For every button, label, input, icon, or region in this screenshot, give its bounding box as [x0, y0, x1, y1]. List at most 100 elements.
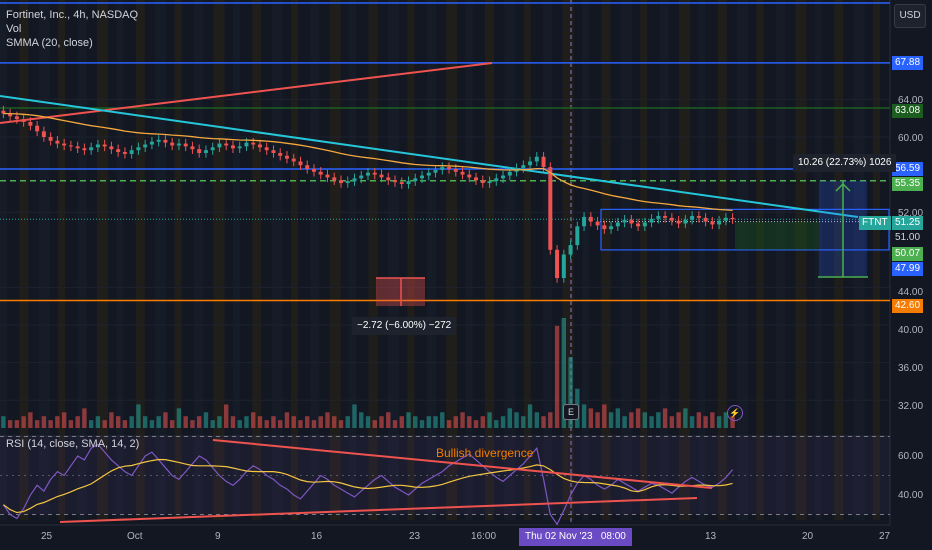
level-tag: 50.07	[892, 247, 924, 261]
volume-bar	[710, 412, 715, 428]
candle-body	[460, 171, 465, 175]
volume-bar	[149, 420, 155, 428]
candle-body	[224, 143, 229, 146]
candle-body	[176, 143, 181, 146]
level-tag: 55.35	[892, 177, 924, 191]
level-tag: 63.08	[892, 104, 924, 118]
candle-body	[406, 181, 411, 184]
volume-bar	[122, 420, 128, 428]
session-bands	[19, 0, 880, 520]
session-band	[97, 0, 108, 520]
candle-body	[379, 174, 384, 178]
volume-bar	[440, 412, 445, 428]
session-band	[698, 0, 706, 520]
candle-body	[521, 165, 526, 169]
currency-button[interactable]: USD	[894, 4, 926, 28]
volume-bar	[142, 416, 148, 428]
volume-bar	[487, 412, 492, 428]
session-band	[717, 0, 727, 520]
candle-body	[507, 171, 512, 176]
volume-bar	[703, 416, 708, 428]
volume-bar	[615, 408, 621, 428]
session-band	[174, 0, 182, 520]
target-zone	[735, 221, 819, 250]
volume-bar	[305, 416, 310, 428]
earnings-icon[interactable]: E	[563, 404, 579, 420]
grid	[0, 0, 891, 526]
volume-bar	[392, 420, 398, 428]
candle-body	[48, 137, 53, 141]
divergence-upper	[212, 439, 713, 489]
candle-body	[676, 220, 681, 224]
volume-bar	[595, 412, 600, 428]
volume-bar	[494, 420, 499, 428]
volume-bar	[683, 408, 688, 428]
volume-bar	[95, 416, 101, 428]
session-band	[814, 0, 822, 520]
volume-bar	[41, 416, 47, 428]
rsi-ma-line	[3, 458, 733, 514]
candle-body	[170, 142, 175, 146]
candle-body	[690, 215, 695, 220]
volume-bar	[264, 420, 269, 428]
volume-bar	[460, 412, 465, 428]
time-tick: Oct	[127, 531, 143, 542]
candle-body	[656, 215, 661, 219]
session-band	[873, 0, 880, 520]
candle-body	[14, 116, 19, 120]
volume-bar	[473, 420, 479, 428]
volume-bar	[196, 416, 202, 428]
volume-bar	[190, 420, 195, 428]
session-band	[446, 0, 458, 520]
candle-body	[156, 139, 161, 142]
candle-body	[703, 217, 708, 222]
price-tick: 44.00	[898, 287, 924, 298]
measure-down-label[interactable]: −2.72 (−6.00%) −272	[352, 317, 457, 335]
smma-legend[interactable]: SMMA (20, close)	[6, 37, 93, 49]
candle-body	[55, 140, 60, 144]
last-price-tag: 51.25	[892, 216, 924, 230]
volume-bar	[730, 416, 735, 428]
level-tag: 56.59	[892, 162, 924, 176]
volume-bar	[716, 416, 722, 428]
rsi-legend[interactable]: RSI (14, close, SMA, 14, 2)	[6, 438, 140, 450]
volume-bar	[386, 412, 391, 428]
rsi-pane	[0, 436, 890, 526]
session-band	[659, 0, 669, 520]
volume-bar	[7, 420, 13, 428]
drawing-lines[interactable]	[0, 2, 890, 306]
candle-body	[230, 145, 235, 149]
session-band	[388, 0, 399, 520]
candle-body	[663, 215, 668, 218]
candle-body	[440, 167, 445, 170]
volume-bar	[365, 416, 371, 428]
candle-body	[122, 152, 127, 154]
rsi-tick: 40.00	[898, 490, 924, 501]
volume-bar	[21, 416, 26, 428]
volume-bar	[237, 420, 242, 428]
volume-bar	[419, 420, 425, 428]
volume-bar	[230, 416, 236, 428]
session-band	[213, 0, 225, 520]
volume-bar	[467, 416, 472, 428]
time-tick: 20	[802, 531, 814, 542]
price-tick: 64.00	[898, 95, 924, 106]
candle-body	[582, 216, 587, 227]
volume-bar	[345, 416, 350, 428]
symbol-title[interactable]: Fortinet, Inc., 4h, NASDAQ	[6, 9, 139, 21]
candle-body	[696, 215, 701, 218]
session-band	[77, 0, 87, 520]
candle-body	[291, 158, 296, 162]
candle-body	[359, 175, 364, 179]
volume-bar	[203, 412, 209, 428]
session-band	[853, 0, 865, 520]
session-band	[562, 0, 574, 520]
divergence-annotation[interactable]: Bullish divergence	[436, 446, 534, 460]
vol-legend[interactable]: Vol	[6, 23, 22, 35]
measure-up-label[interactable]: 10.26 (22.73%) 1026	[793, 154, 897, 172]
candle-body	[609, 226, 614, 230]
volume-bar	[608, 412, 614, 428]
lightning-icon[interactable]: ⚡	[727, 405, 743, 421]
session-band	[135, 0, 145, 520]
